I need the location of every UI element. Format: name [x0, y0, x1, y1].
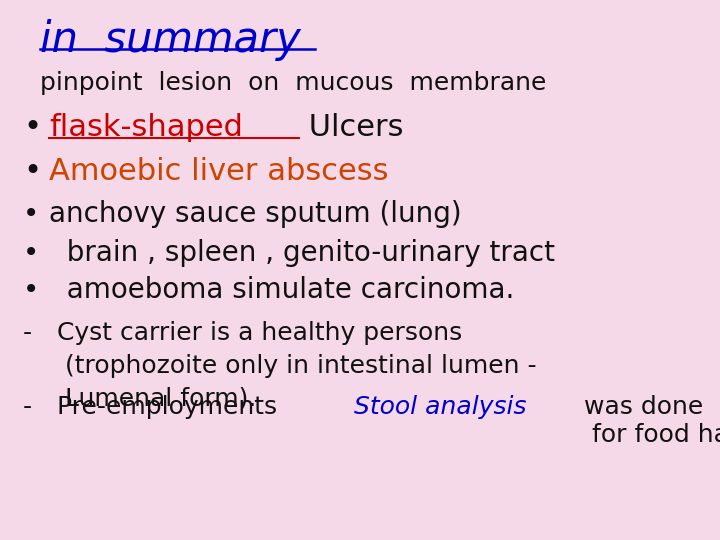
Text: •: • [23, 276, 40, 305]
Text: was done
  for food handler.: was done for food handler. [576, 395, 720, 447]
Text: -: - [23, 395, 32, 419]
Text: pinpoint  lesion  on  mucous  membrane: pinpoint lesion on mucous membrane [40, 71, 546, 95]
Text: •: • [23, 157, 41, 186]
Text: Pre-employments: Pre-employments [49, 395, 285, 419]
Text: Ulcers: Ulcers [299, 113, 404, 143]
Text: brain , spleen , genito-urinary tract: brain , spleen , genito-urinary tract [49, 239, 555, 267]
Text: Cyst carrier is a healthy persons
  (trophozoite only in intestinal lumen -
  Lu: Cyst carrier is a healthy persons (troph… [49, 321, 536, 410]
Text: in  summary: in summary [40, 19, 300, 61]
Text: •: • [23, 239, 40, 267]
Text: anchovy sauce sputum (lung): anchovy sauce sputum (lung) [49, 200, 462, 228]
Text: Amoebic liver abscess: Amoebic liver abscess [49, 157, 389, 186]
Text: •: • [23, 113, 41, 143]
Text: Stool analysis: Stool analysis [354, 395, 526, 419]
Text: amoeboma simulate carcinoma.: amoeboma simulate carcinoma. [49, 276, 514, 305]
Text: flask-shaped: flask-shaped [49, 113, 243, 143]
Text: •: • [23, 200, 40, 228]
Text: -: - [23, 321, 32, 345]
